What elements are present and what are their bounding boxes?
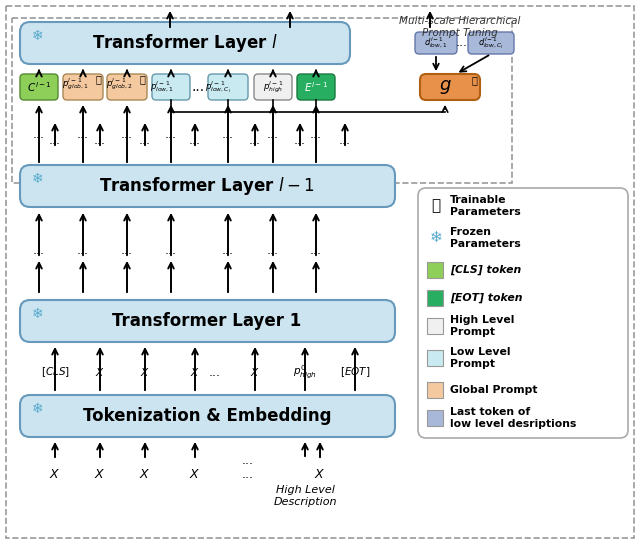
Text: ...: ... xyxy=(242,467,254,480)
FancyBboxPatch shape xyxy=(415,32,457,54)
Text: ❄: ❄ xyxy=(429,231,442,245)
Text: $C^{l-1}$: $C^{l-1}$ xyxy=(26,80,51,94)
Bar xyxy=(12,18,512,183)
Bar xyxy=(427,382,443,398)
Text: Trainable
Parameters: Trainable Parameters xyxy=(450,195,521,217)
Text: [CLS] token: [CLS] token xyxy=(450,265,521,275)
Text: $X$: $X$ xyxy=(190,366,200,378)
Text: ...: ... xyxy=(33,244,45,257)
FancyBboxPatch shape xyxy=(20,300,395,342)
Text: ...: ... xyxy=(77,128,89,141)
Text: ...: ... xyxy=(165,244,177,257)
FancyBboxPatch shape xyxy=(20,22,350,64)
Text: $p^{l-1}_{low,1}$: $p^{l-1}_{low,1}$ xyxy=(150,79,174,94)
Text: ...: ... xyxy=(121,244,133,257)
Text: ...: ... xyxy=(222,128,234,141)
Text: $X$: $X$ xyxy=(140,467,150,480)
Text: ❄: ❄ xyxy=(32,402,44,416)
Text: Frozen
Parameters: Frozen Parameters xyxy=(450,227,521,249)
Text: $E^{l-1}$: $E^{l-1}$ xyxy=(304,80,328,94)
Text: $X$: $X$ xyxy=(314,467,326,480)
Text: ...: ... xyxy=(310,244,322,257)
Text: ...: ... xyxy=(77,244,89,257)
FancyBboxPatch shape xyxy=(418,188,628,438)
Text: ...: ... xyxy=(121,128,133,141)
Text: ...: ... xyxy=(94,133,106,146)
Text: ...: ... xyxy=(49,133,61,146)
Text: $X$: $X$ xyxy=(140,366,150,378)
Text: Tokenization & Embedding: Tokenization & Embedding xyxy=(83,407,332,425)
Text: ...: ... xyxy=(189,133,201,146)
Text: Transformer Layer $l$: Transformer Layer $l$ xyxy=(92,32,278,54)
Text: $[CLS]$: $[CLS]$ xyxy=(40,365,70,379)
FancyBboxPatch shape xyxy=(152,74,190,100)
Text: ...: ... xyxy=(267,128,279,141)
Text: High Level
Prompt: High Level Prompt xyxy=(450,315,515,337)
FancyBboxPatch shape xyxy=(420,74,480,100)
Text: $X$: $X$ xyxy=(49,467,61,480)
Text: [EOT] token: [EOT] token xyxy=(450,293,522,303)
Text: ...: ... xyxy=(267,244,279,257)
FancyBboxPatch shape xyxy=(254,74,292,100)
Text: ...: ... xyxy=(456,36,468,50)
FancyBboxPatch shape xyxy=(20,395,395,437)
Bar xyxy=(427,290,443,306)
Text: $d^{l-1}_{low,1}$: $d^{l-1}_{low,1}$ xyxy=(424,36,448,51)
Text: $X$: $X$ xyxy=(189,467,201,480)
Text: $X$: $X$ xyxy=(95,366,105,378)
Text: 🔥: 🔥 xyxy=(471,75,477,85)
Text: High Level
Description: High Level Description xyxy=(273,485,337,507)
Text: Transformer Layer 1: Transformer Layer 1 xyxy=(113,312,301,330)
Text: ...: ... xyxy=(249,133,261,146)
Text: ...: ... xyxy=(294,133,306,146)
Text: ...: ... xyxy=(310,128,322,141)
Bar xyxy=(427,410,443,426)
Bar xyxy=(427,318,443,334)
Text: $X$: $X$ xyxy=(250,366,260,378)
Text: Global Prompt: Global Prompt xyxy=(450,385,538,395)
Text: 🔥: 🔥 xyxy=(139,74,145,84)
Text: $X$: $X$ xyxy=(94,467,106,480)
Text: $p^{l-1}_{glob,1}$: $p^{l-1}_{glob,1}$ xyxy=(61,76,88,92)
FancyBboxPatch shape xyxy=(297,74,335,100)
Text: $g$: $g$ xyxy=(438,78,451,96)
FancyBboxPatch shape xyxy=(63,74,103,100)
Text: ❄: ❄ xyxy=(32,307,44,321)
FancyBboxPatch shape xyxy=(208,74,248,100)
Text: ...: ... xyxy=(339,133,351,146)
Text: $p^0_{high}$: $p^0_{high}$ xyxy=(293,363,317,381)
Text: $p^{l-1}_{glob,2}$: $p^{l-1}_{glob,2}$ xyxy=(106,76,132,92)
Text: 🔥: 🔥 xyxy=(95,74,101,84)
Text: Multi-scale Hierarchical
Prompt Tuning: Multi-scale Hierarchical Prompt Tuning xyxy=(399,16,521,38)
Text: ...: ... xyxy=(191,80,205,94)
Text: ...: ... xyxy=(222,244,234,257)
Text: ...: ... xyxy=(139,133,151,146)
Text: ...: ... xyxy=(33,128,45,141)
Text: ...: ... xyxy=(209,366,221,379)
FancyBboxPatch shape xyxy=(468,32,514,54)
Bar xyxy=(427,262,443,278)
Text: ...: ... xyxy=(242,454,254,467)
Text: ❄: ❄ xyxy=(32,172,44,186)
Text: Last token of
low level desriptions: Last token of low level desriptions xyxy=(450,407,577,429)
FancyBboxPatch shape xyxy=(20,74,58,100)
Text: ...: ... xyxy=(165,128,177,141)
Text: $[EOT]$: $[EOT]$ xyxy=(340,365,370,379)
Text: 🔥: 🔥 xyxy=(431,199,440,213)
FancyBboxPatch shape xyxy=(20,165,395,207)
Bar xyxy=(427,350,443,366)
Text: ❄: ❄ xyxy=(32,29,44,43)
Text: Transformer Layer $l-1$: Transformer Layer $l-1$ xyxy=(99,175,315,197)
Text: $p^{l-1}_{high}$: $p^{l-1}_{high}$ xyxy=(263,79,283,95)
FancyBboxPatch shape xyxy=(107,74,147,100)
Text: Low Level
Prompt: Low Level Prompt xyxy=(450,347,511,369)
Text: $p^{l-1}_{low,C_l}$: $p^{l-1}_{low,C_l}$ xyxy=(205,79,231,95)
Text: $d^{l-1}_{low,C_l}$: $d^{l-1}_{low,C_l}$ xyxy=(478,35,504,51)
